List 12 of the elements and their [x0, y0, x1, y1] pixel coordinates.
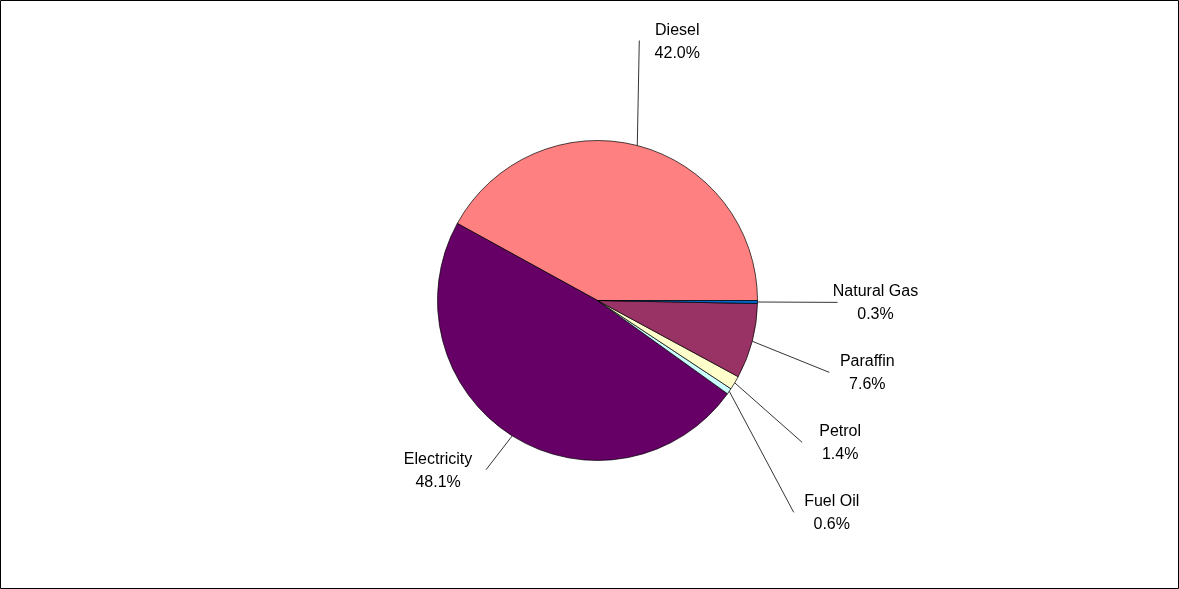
data-label: 48.1%: [415, 472, 461, 490]
slice-label: Paraffin: [839, 352, 895, 370]
slice-label: Electricity: [403, 449, 473, 467]
slice-label: Petrol: [819, 422, 862, 440]
slice-label: Fuel Oil: [804, 492, 860, 510]
data-label: 42.0%: [654, 43, 700, 61]
data-label: 0.3%: [857, 305, 894, 323]
slice-label: Diesel: [655, 20, 700, 38]
data-label: 0.6%: [813, 515, 850, 533]
data-label: 7.6%: [849, 375, 886, 393]
data-label: 1.4%: [821, 445, 859, 463]
slice-label: Natural Gas: [832, 282, 919, 300]
